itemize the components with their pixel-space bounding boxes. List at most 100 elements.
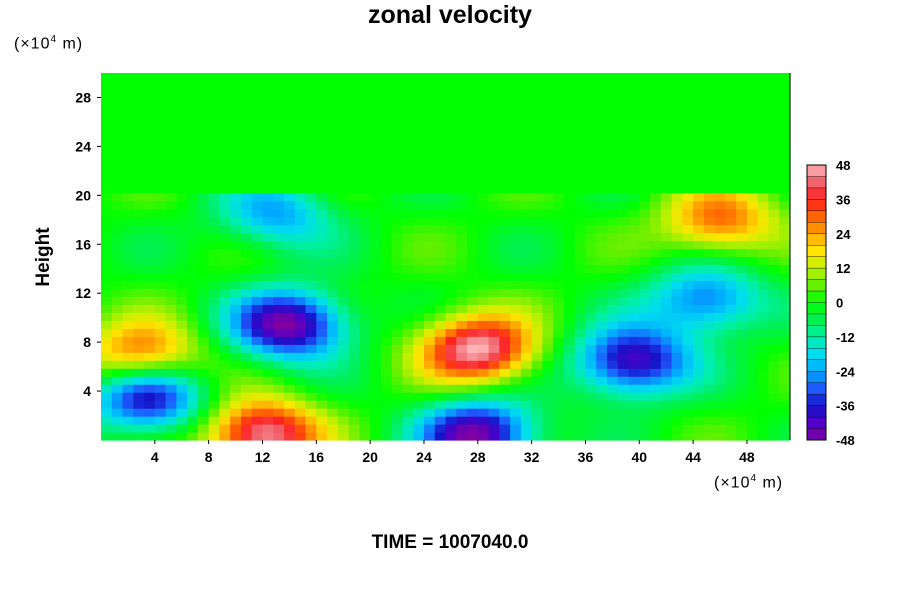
field-cell [531,160,543,170]
field-cell [122,288,134,297]
field-cell [122,224,134,234]
field-cell [553,344,565,353]
field-cell [628,344,640,353]
field-cell [531,256,543,266]
field-cell [746,296,759,305]
field-cell [660,360,673,369]
field-cell [574,80,587,90]
field-cell [348,144,360,154]
field-cell [337,80,350,90]
field-cell [660,176,673,186]
field-cell [262,368,274,377]
field-cell [617,152,630,162]
field-cell [370,168,382,178]
field-cell [230,304,242,313]
field-cell [768,224,780,234]
field-cell [380,344,393,353]
field-cell [240,432,253,441]
field-cell [370,192,382,202]
field-cell [294,344,307,353]
field-cell [197,256,210,266]
field-cell [165,296,177,305]
field-cell [682,416,694,425]
field-cell [348,224,360,234]
field-cell [757,144,770,154]
field-cell [650,432,662,441]
field-cell [219,136,231,146]
field-cell [284,256,296,266]
field-cell [370,112,382,122]
field-cell [111,200,124,210]
field-cell [154,320,167,329]
field-cell [499,264,511,274]
field-cell [165,280,177,290]
field-cell [316,208,328,218]
field-cell [703,264,716,274]
field-cell [477,416,490,425]
field-cell [144,216,156,226]
field-cell [423,376,436,385]
field-cell [154,248,167,258]
field-cell [542,192,554,202]
field-cell [337,408,350,417]
field-cell [380,240,393,250]
field-cell [606,280,619,290]
field-cell [746,376,759,385]
field-cell [531,392,543,401]
field-cell [467,280,479,290]
field-cell [144,112,156,122]
field-cell [370,120,382,130]
field-cell [456,144,468,154]
field-cell [305,384,317,393]
field-cell [693,416,705,425]
field-cell [219,328,231,337]
field-cell [273,336,285,345]
field-cell [284,224,296,234]
field-cell [456,73,468,82]
x-tick-label: 8 [205,449,213,465]
field-cell [434,368,447,377]
field-cell [650,240,662,250]
field-cell [154,400,167,409]
field-cell [122,368,134,377]
field-cell [413,408,425,417]
field-cell [714,296,727,305]
field-cell [585,112,597,122]
field-cell [337,272,350,282]
field-cell [294,296,307,305]
field-cell [563,432,576,441]
field-cell [574,392,587,401]
field-cell [133,400,145,409]
field-cell [370,152,382,162]
field-cell [294,104,307,114]
field-cell [757,112,770,122]
field-cell [693,152,705,162]
field-cell [434,344,447,353]
field-cell [768,360,780,369]
field-cell [111,73,124,82]
field-cell [736,216,748,226]
field-cell [122,240,134,250]
field-cell [327,352,339,361]
field-cell [208,376,221,385]
field-cell [413,240,425,250]
field-cell [456,248,468,258]
field-cell [337,184,350,194]
field-cell [230,136,242,146]
field-cell [682,120,694,130]
field-cell [531,96,543,106]
field-cell [703,288,716,297]
field-cell [413,288,425,297]
field-cell [768,304,780,313]
field-cell [111,400,124,409]
field-cell [488,73,500,82]
colorbar-band [806,290,827,304]
field-cell [553,168,565,178]
field-cell [477,112,490,122]
field-cell [628,432,640,441]
field-cell [456,80,468,90]
field-cell [488,88,500,98]
field-cell [348,136,360,146]
field-cell [230,352,242,361]
field-cell [477,96,490,106]
